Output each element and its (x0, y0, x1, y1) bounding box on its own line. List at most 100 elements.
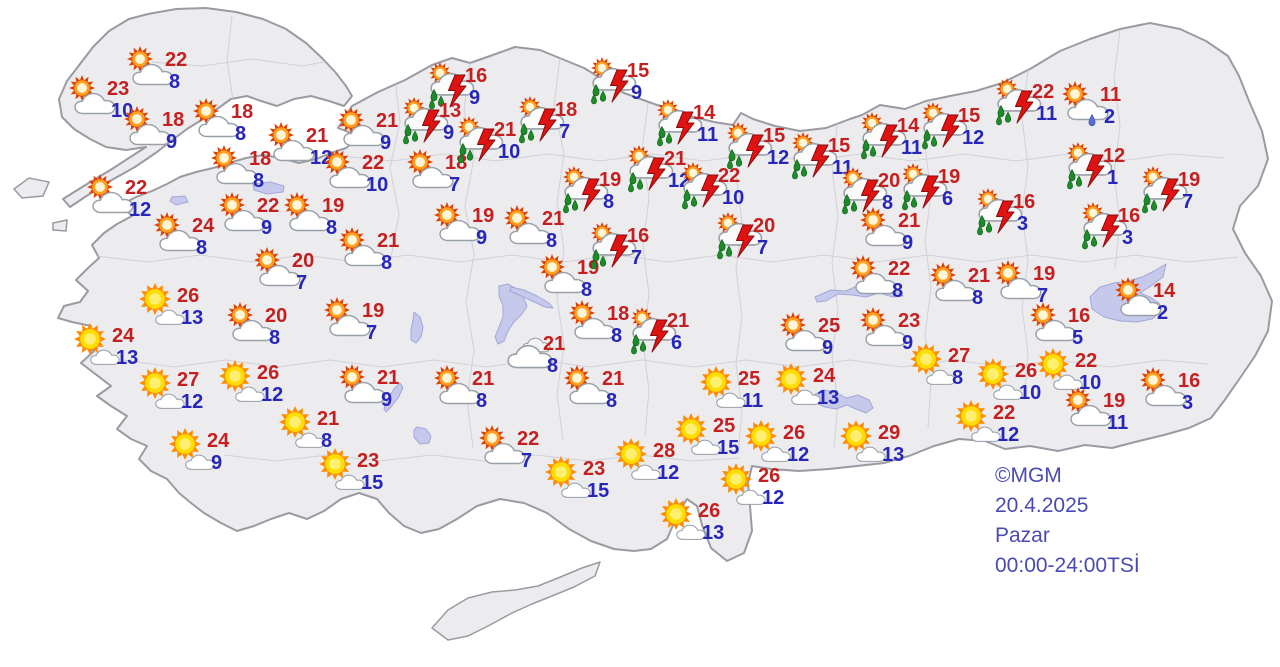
low-temp: 9 (381, 389, 393, 411)
low-temp: 8 (321, 430, 333, 452)
thunderstorm-icon (1067, 142, 1113, 190)
sunny-icon (279, 406, 325, 448)
high-temp: 21 (494, 119, 517, 141)
low-temp: 5 (1072, 327, 1084, 349)
high-temp: 21 (664, 148, 687, 170)
partly-cloudy-icon (1030, 302, 1077, 342)
high-temp: 20 (878, 170, 901, 192)
partly-cloudy-icon (780, 312, 827, 352)
low-temp: 9 (443, 122, 455, 144)
low-temp: 11 (832, 157, 854, 179)
high-temp: 27 (948, 345, 971, 367)
partly-cloudy-icon (339, 364, 386, 404)
partly-cloudy-icon (995, 260, 1042, 300)
sunny-icon (615, 438, 661, 480)
partly-cloudy-icon (154, 212, 201, 252)
lake-beysehir (413, 426, 432, 445)
thunderstorm-icon (861, 112, 907, 160)
low-temp: 13 (882, 444, 905, 466)
high-temp: 15 (763, 125, 786, 147)
low-temp: 8 (269, 327, 281, 349)
high-temp: 24 (112, 325, 135, 347)
low-temp: 12 (767, 147, 790, 169)
low-temp: 3 (1122, 227, 1134, 249)
partly-cloudy-icon (860, 207, 907, 247)
low-temp: 10 (1019, 382, 1042, 404)
high-temp: 15 (627, 60, 650, 82)
sunny-icon (745, 420, 791, 462)
sunny-icon (545, 456, 591, 498)
low-temp: 7 (521, 450, 533, 472)
partly-cloudy-icon (211, 145, 258, 185)
high-temp: 22 (888, 258, 911, 280)
low-temp: 8 (381, 252, 393, 274)
partly-cloudy-icon (850, 255, 897, 295)
low-temp: 8 (611, 325, 623, 347)
partly-cloudy-icon (324, 297, 371, 337)
high-temp: 20 (265, 305, 288, 327)
low-temp: 7 (757, 237, 769, 259)
low-temp: 9 (631, 82, 643, 104)
low-temp: 11 (1107, 412, 1129, 434)
high-temp: 19 (322, 195, 345, 217)
low-temp: 12 (261, 384, 284, 406)
high-temp: 24 (207, 430, 230, 452)
sunny-icon (1037, 348, 1083, 390)
high-temp: 22 (1032, 81, 1055, 103)
low-temp: 7 (449, 174, 461, 196)
thunderstorm-icon (996, 78, 1042, 126)
high-temp: 12 (1103, 145, 1126, 167)
low-temp: 15 (361, 472, 384, 494)
partly-cloudy-icon (434, 202, 481, 242)
high-temp: 27 (177, 369, 200, 391)
sunny-icon (319, 448, 365, 490)
high-temp: 22 (257, 195, 280, 217)
low-temp: 8 (547, 355, 559, 377)
high-temp: 20 (753, 215, 776, 237)
low-temp: 13 (116, 347, 139, 369)
low-temp: 3 (1182, 392, 1194, 414)
lake-manyas (169, 195, 189, 206)
low-temp: 12 (657, 462, 680, 484)
low-temp: 2 (1104, 106, 1116, 128)
sunny-icon (840, 420, 886, 462)
high-temp: 14 (1153, 280, 1176, 302)
high-temp: 22 (125, 177, 148, 199)
high-temp: 19 (1033, 263, 1056, 285)
low-temp: 8 (546, 230, 558, 252)
low-temp: 12 (997, 424, 1020, 446)
high-temp: 21 (968, 265, 991, 287)
partly-cloudy-icon (407, 149, 454, 189)
high-temp: 16 (1068, 305, 1091, 327)
high-temp: 19 (938, 166, 961, 188)
low-temp: 13 (181, 307, 204, 329)
low-temp: 10 (1079, 372, 1102, 394)
high-temp: 21 (543, 333, 566, 355)
thunderstorm-icon (429, 62, 475, 110)
low-temp: 8 (892, 280, 904, 302)
thunderstorm-icon (727, 122, 773, 170)
island-gokceada (12, 177, 51, 199)
high-temp: 16 (465, 65, 488, 87)
light-rain-icon (1062, 81, 1109, 127)
low-temp: 10 (722, 187, 745, 209)
sunny-icon (955, 400, 1001, 442)
high-temp: 23 (898, 310, 921, 332)
high-temp: 26 (257, 362, 280, 384)
high-temp: 19 (599, 169, 622, 191)
low-temp: 12 (762, 487, 785, 509)
thunderstorm-icon (977, 188, 1023, 236)
high-temp: 16 (627, 225, 650, 247)
partly-cloudy-icon (539, 254, 586, 294)
high-temp: 15 (828, 135, 851, 157)
low-temp: 8 (253, 170, 265, 192)
low-temp: 9 (902, 332, 914, 354)
low-temp: 8 (606, 390, 618, 412)
low-temp: 11 (697, 124, 719, 146)
thunderstorm-icon (1082, 202, 1128, 250)
sunny-icon (700, 366, 746, 408)
low-temp: 8 (326, 217, 338, 239)
low-temp: 8 (235, 123, 247, 145)
high-temp: 22 (362, 152, 385, 174)
